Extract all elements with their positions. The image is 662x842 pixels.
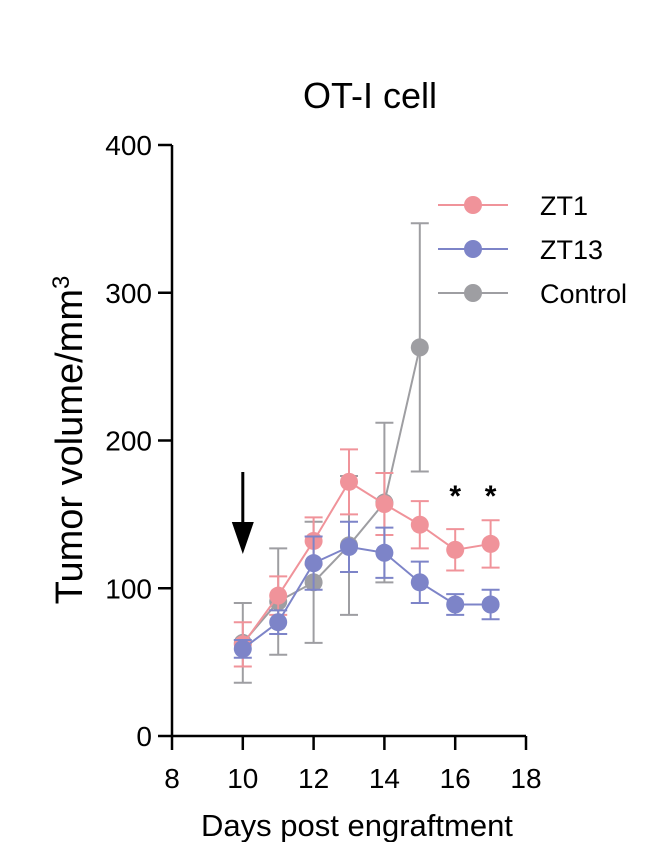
y-axis-label-superscript: 3 — [48, 276, 75, 289]
data-point — [304, 554, 323, 573]
significance-star: * — [485, 480, 497, 513]
chart-title: OT-I cell — [303, 75, 437, 116]
series-control — [233, 222, 429, 684]
x-tick-label: 18 — [510, 763, 541, 794]
legend-marker — [464, 240, 482, 258]
x-tick-label: 12 — [298, 763, 329, 794]
series-zt13 — [233, 520, 500, 659]
treatment-arrow — [231, 472, 254, 554]
legend-item-zt13: ZT13 — [438, 235, 603, 265]
data-point — [481, 534, 500, 553]
legend-marker — [464, 196, 482, 214]
arrow-head — [231, 522, 254, 554]
data-point — [340, 537, 358, 556]
series-layer — [233, 222, 500, 684]
x-tick-label: 8 — [164, 763, 180, 794]
legend-label: ZT1 — [540, 191, 588, 221]
x-tick-label: 10 — [227, 763, 258, 794]
svg-text:Tumor volume/mm3: Tumor volume/mm3 — [48, 276, 92, 605]
significance-markers: * * — [449, 480, 496, 513]
legend-label: Control — [540, 279, 627, 309]
x-tick-label: 14 — [369, 763, 400, 794]
data-point — [269, 613, 288, 632]
axes: 0 100 200 300 400 8 10 12 14 16 18 — [105, 130, 541, 794]
significance-star: * — [449, 480, 461, 513]
data-point — [340, 472, 358, 491]
y-tick-label: 300 — [105, 278, 152, 309]
data-point — [446, 540, 465, 559]
y-tick-label: 100 — [105, 573, 152, 604]
data-point — [410, 573, 429, 592]
data-point — [446, 595, 465, 614]
legend-item-zt1: ZT1 — [438, 191, 588, 221]
data-point — [269, 586, 288, 605]
data-point — [481, 595, 500, 614]
y-tick-label: 200 — [105, 426, 152, 457]
data-point — [375, 543, 394, 562]
legend-marker — [464, 284, 482, 302]
data-point — [410, 338, 429, 357]
y-tick-label: 400 — [105, 130, 152, 161]
legend-item-control: Control — [438, 279, 627, 309]
y-axis-label-text: Tumor volume/mm — [49, 289, 91, 604]
y-axis-label: Tumor volume/mm3 — [48, 276, 92, 605]
y-tick-label: 0 — [136, 721, 152, 752]
data-point — [233, 639, 252, 658]
legend: ZT1 ZT13 Control — [438, 191, 627, 309]
legend-label: ZT13 — [540, 235, 603, 265]
series-line — [242, 347, 421, 644]
x-tick-label: 16 — [440, 763, 471, 794]
x-axis-label: Days post engraftment — [201, 808, 513, 842]
data-point — [410, 515, 429, 534]
data-point — [375, 495, 394, 514]
